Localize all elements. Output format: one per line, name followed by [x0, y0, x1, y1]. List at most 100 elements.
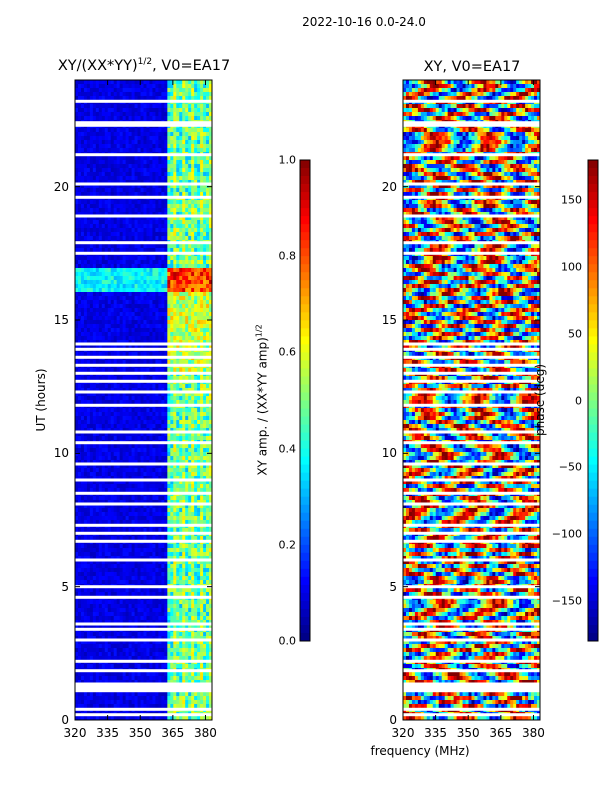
- amp-cell: [209, 332, 213, 337]
- amp-cell: [161, 148, 165, 153]
- amp-cell: [95, 468, 100, 473]
- amp-cell: [131, 108, 135, 113]
- amp-cell: [146, 316, 150, 321]
- amp-cell: [209, 424, 213, 429]
- amp-cell: [149, 296, 153, 301]
- amp-cell: [77, 116, 82, 121]
- amp-cell: [98, 260, 103, 265]
- amp-cell: [170, 396, 174, 401]
- amp-cell: [137, 188, 141, 193]
- amp-cell: [83, 460, 88, 465]
- amp-cell: [155, 328, 159, 333]
- amp-cell: [146, 180, 150, 185]
- amp-cell: [164, 480, 168, 485]
- amp-cell: [101, 448, 106, 453]
- amp-cell: [161, 276, 165, 281]
- amp-cell: [149, 260, 153, 265]
- amp-cell: [101, 160, 106, 165]
- amp-cell: [170, 488, 174, 493]
- amp-cell: [104, 500, 109, 505]
- amp-cell: [173, 188, 177, 193]
- amp-cell: [80, 424, 85, 429]
- amp-cell: [179, 392, 183, 397]
- amp-cell: [104, 112, 109, 117]
- amp-cell: [203, 292, 207, 297]
- amp-cell: [107, 444, 112, 449]
- amp-cell: [92, 88, 97, 93]
- amp-cell: [167, 188, 171, 193]
- amp-cell: [188, 496, 192, 501]
- amp-cell: [191, 168, 195, 173]
- amp-cell: [158, 456, 162, 461]
- amp-cell: [125, 416, 130, 421]
- amp-cell: [182, 168, 186, 173]
- amp-cell: [92, 488, 97, 493]
- amp-cell: [161, 224, 165, 229]
- amp-cell: [164, 456, 168, 461]
- amp-cell: [191, 452, 195, 457]
- amp-cell: [203, 468, 207, 473]
- amp-cell: [146, 388, 150, 393]
- amp-cell: [116, 488, 121, 493]
- amp-cell: [137, 144, 141, 149]
- amp-cell: [152, 200, 156, 205]
- amp-cell: [173, 308, 177, 313]
- amp-cell: [203, 444, 207, 449]
- amp-cell: [164, 88, 168, 93]
- amp-cell: [107, 232, 112, 237]
- amp-cell: [149, 180, 153, 185]
- amp-cell: [137, 408, 141, 413]
- amp-cell: [98, 508, 103, 513]
- amp-cell: [128, 172, 132, 177]
- amp-cell: [92, 408, 97, 413]
- amp-cell: [125, 408, 130, 413]
- amp-cell: [110, 224, 115, 229]
- amp-cell: [140, 352, 144, 357]
- amp-cell: [158, 452, 162, 457]
- amp-cell: [89, 384, 94, 389]
- amp-cell: [185, 360, 189, 365]
- amp-cell: [95, 200, 100, 205]
- amp-cell: [176, 164, 180, 169]
- amp-cell: [89, 212, 94, 217]
- amp-cell: [143, 444, 147, 449]
- amp-cell: [185, 444, 189, 449]
- amp-cell: [131, 384, 135, 389]
- amp-cell: [83, 456, 88, 461]
- amp-cell: [149, 132, 153, 137]
- amp-cell: [185, 136, 189, 141]
- amp-cell: [98, 324, 103, 329]
- amp-cell: [75, 472, 79, 477]
- amp-cell: [104, 436, 109, 441]
- amp-cell: [110, 104, 115, 109]
- amp-cell: [182, 208, 186, 213]
- amp-cell: [137, 416, 141, 421]
- amp-cell: [83, 112, 88, 117]
- amp-cell: [179, 472, 183, 477]
- amp-cell: [146, 392, 150, 397]
- amp-cell: [161, 496, 165, 501]
- amp-cell: [140, 292, 144, 297]
- amp-cell: [152, 156, 156, 161]
- amp-cell: [146, 444, 150, 449]
- amp-cell: [206, 344, 210, 349]
- amp-cell: [83, 420, 88, 425]
- amp-cell: [122, 84, 127, 89]
- amp-cell: [119, 308, 124, 313]
- amp-cell: [206, 80, 210, 85]
- amp-cell: [167, 208, 171, 213]
- amp-cell: [158, 332, 162, 337]
- amp-cell: [179, 148, 183, 153]
- amp-cell: [83, 188, 88, 193]
- amp-cell: [155, 484, 159, 489]
- amp-cell: [173, 280, 177, 285]
- amp-cell: [137, 484, 141, 489]
- amp-cell: [143, 208, 147, 213]
- amp-cell: [188, 488, 192, 493]
- amp-cell: [134, 340, 138, 345]
- amp-cell: [149, 88, 153, 93]
- amp-cell: [92, 352, 97, 357]
- amp-cell: [149, 156, 153, 161]
- amp-cell: [200, 200, 204, 205]
- amp-cell: [176, 216, 180, 221]
